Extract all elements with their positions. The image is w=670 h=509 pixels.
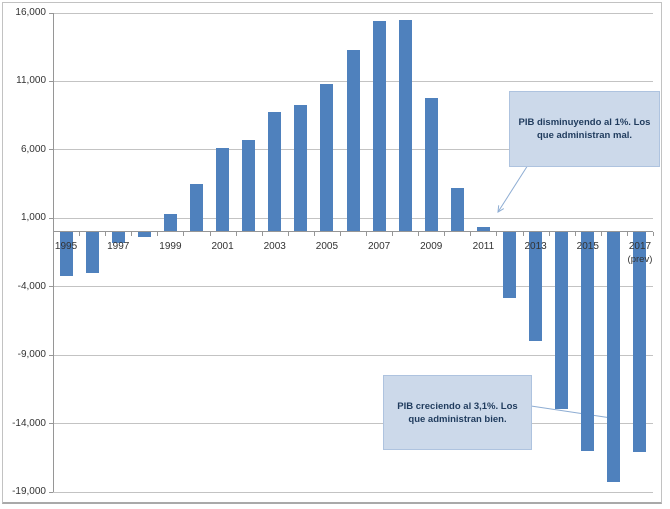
bar-2011	[476, 227, 490, 232]
figure-border	[2, 2, 662, 504]
bar-2010	[450, 188, 464, 232]
arrow-to-2017-bar	[530, 405, 620, 422]
bar-2004	[294, 104, 308, 232]
x-axis-tick	[209, 232, 211, 237]
bar-2005	[320, 84, 334, 232]
bar-2001	[216, 148, 230, 232]
bar-2017	[633, 232, 647, 453]
y-tick-label: -9,000	[17, 349, 46, 361]
x-tick-label: 2009	[420, 241, 443, 252]
x-axis-tick	[313, 232, 315, 237]
bar-2014	[555, 232, 569, 409]
x-axis-tick	[392, 232, 394, 237]
gridline	[53, 12, 653, 14]
x-axis-tick	[574, 232, 576, 237]
x-tick-label: 1995	[54, 241, 78, 252]
y-axis-tick	[49, 217, 53, 219]
x-tick-label: 1997	[107, 241, 130, 252]
x-tick-label: 2011	[472, 241, 495, 252]
x-axis-tick	[522, 232, 524, 237]
x-tick-label: 2007	[367, 241, 391, 252]
bar-2003	[268, 111, 282, 232]
bar-2012	[503, 232, 517, 298]
y-axis-tick	[49, 286, 53, 288]
x-axis-tick	[183, 232, 185, 237]
x-axis-tick	[600, 232, 602, 237]
callout-pib-disminuyendo: PIB disminuyendo al 1%. Los que administ…	[509, 91, 660, 167]
y-axis-tick	[49, 354, 53, 356]
x-tick-label: 1999	[159, 241, 182, 252]
gridline	[53, 286, 653, 288]
y-tick-label: -4,000	[17, 280, 46, 292]
x-axis-tick	[444, 232, 446, 237]
x-tick-label-prev-note: (prev)	[627, 254, 653, 265]
callout-pib-creciendo: PIB creciendo al 3,1%. Los que administr…	[383, 375, 532, 450]
bar-2009	[424, 97, 438, 232]
x-axis-tick	[235, 232, 237, 237]
arrow-to-2012-bar	[497, 164, 529, 213]
x-axis-tick	[105, 232, 107, 237]
bar-1997	[111, 232, 125, 243]
gridline	[53, 491, 653, 493]
x-tick-label: 2015	[576, 241, 599, 252]
y-axis-line	[53, 13, 54, 492]
x-axis-tick	[261, 232, 263, 237]
x-axis-tick	[366, 232, 368, 237]
y-axis-tick	[49, 491, 53, 493]
x-tick-label: 2013	[524, 241, 547, 252]
y-tick-label: 6,000	[20, 143, 46, 155]
callout-text-line: que administran bien.	[408, 413, 507, 425]
x-axis-tick	[287, 232, 289, 237]
x-axis-tick	[79, 232, 81, 237]
gridline	[53, 423, 653, 425]
x-axis-tick	[157, 232, 159, 237]
x-axis-tick	[626, 232, 628, 237]
bar-1996	[85, 232, 99, 274]
bar-2008	[398, 19, 412, 232]
bar-1998	[137, 232, 151, 238]
x-axis-tick	[339, 232, 341, 237]
x-axis-tick	[131, 232, 133, 237]
x-tick-label: 2017	[628, 241, 652, 252]
bar-2015	[581, 232, 595, 451]
x-axis-tick	[470, 232, 472, 237]
x-axis-tick	[418, 232, 420, 237]
x-axis-tick	[53, 232, 54, 237]
callout-text-line: que administran mal.	[536, 130, 633, 141]
y-tick-label: 16,000	[15, 7, 46, 18]
bar-2006	[346, 49, 360, 232]
bar-1999	[163, 214, 177, 232]
y-axis-tick	[49, 80, 53, 82]
y-tick-label: 11,000	[16, 75, 46, 87]
y-axis-tick	[49, 12, 53, 14]
bar-2013	[529, 232, 543, 342]
x-axis-tick	[496, 232, 498, 237]
bar-2016	[607, 232, 621, 483]
bar-2000	[189, 184, 203, 232]
bar-2002	[242, 140, 256, 232]
x-axis-tick	[653, 232, 654, 237]
x-axis-line	[53, 231, 653, 233]
y-tick-label: -14,000	[12, 417, 46, 429]
x-tick-label: 2003	[263, 241, 286, 252]
y-axis-tick	[49, 149, 53, 151]
x-tick-label: 2001	[211, 241, 234, 252]
x-tick-label: 2005	[315, 241, 339, 252]
callout-text-line: PIB creciendo al 3,1%. Los	[397, 400, 518, 412]
bar-1995	[59, 232, 73, 276]
y-tick-label: -19,000	[12, 486, 46, 497]
bar-2007	[372, 21, 386, 232]
x-axis-tick	[548, 232, 550, 237]
gridline	[53, 354, 653, 356]
callout-text-line: PIB disminuyendo al 1%. Los	[518, 117, 651, 128]
y-tick-label: 1,000	[20, 212, 46, 224]
y-axis-tick	[49, 423, 53, 425]
